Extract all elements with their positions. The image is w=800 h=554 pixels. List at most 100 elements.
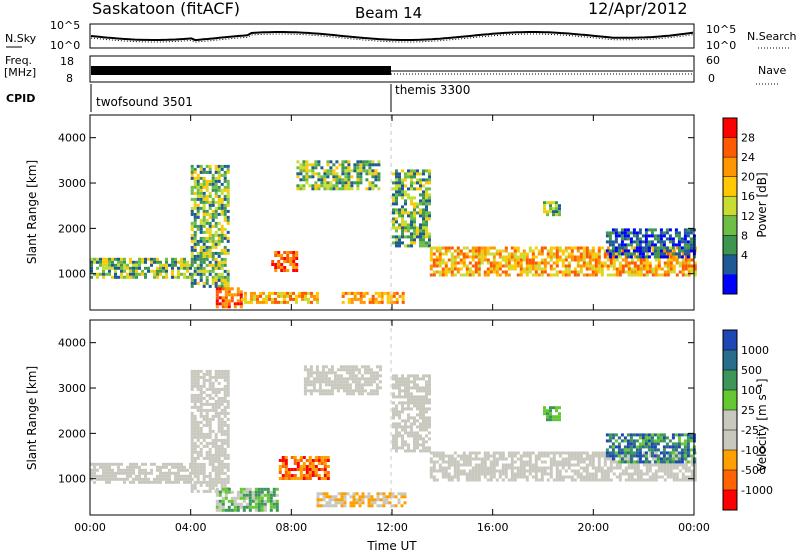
echo-cell (410, 202, 413, 206)
echo-cell (510, 252, 514, 256)
echo-cell (202, 248, 206, 252)
echo-cell (419, 226, 422, 230)
echo-cell (453, 273, 457, 277)
colorbar-swatch (723, 450, 737, 471)
echo-cell (217, 480, 221, 484)
echo-cell (489, 261, 493, 265)
nsearch-tick-high: 10^5 (706, 23, 736, 36)
echo-cell (404, 377, 407, 381)
echo-cell (208, 230, 212, 234)
echo-cell (226, 480, 230, 484)
echo-cell (317, 172, 321, 176)
echo-cell (432, 261, 436, 265)
echo-cell (214, 242, 218, 246)
echo-cell (129, 462, 132, 466)
echo-cell (159, 260, 162, 264)
echo-cell (561, 264, 565, 268)
echo-cell (410, 398, 413, 402)
echo-cell (567, 466, 571, 470)
echo-cell (444, 475, 448, 479)
echo-cell (401, 380, 404, 384)
echo-cell (404, 449, 407, 453)
echo-cell (371, 184, 375, 188)
echo-cell (576, 457, 580, 461)
echo-cell (227, 487, 231, 491)
echo-cell (108, 465, 111, 469)
echo-cell (687, 469, 691, 473)
echo-cell (656, 460, 660, 464)
echo-cell (308, 474, 312, 477)
echo-cell (257, 505, 261, 509)
echo-cell (555, 261, 559, 265)
echo-cell (190, 462, 194, 466)
echo-cell (419, 389, 422, 393)
echo-cell (339, 377, 343, 381)
echo-cell (226, 381, 230, 385)
echo-cell (226, 248, 230, 252)
echo-cell (269, 499, 273, 503)
echo-cell (573, 255, 577, 259)
echo-cell (220, 462, 224, 466)
echo-cell (165, 462, 168, 466)
echo-cell (138, 474, 141, 478)
echo-cell (450, 264, 454, 268)
echo-cell (665, 451, 669, 455)
echo-cell (645, 463, 649, 467)
echo-cell (320, 178, 324, 182)
echo-cell (117, 263, 120, 267)
echo-cell (555, 249, 559, 253)
echo-cell (435, 469, 439, 473)
echo-cell (647, 246, 651, 250)
echo-cell (370, 504, 374, 508)
echo-cell (636, 270, 640, 274)
echo-cell (404, 431, 407, 435)
echo-cell (126, 465, 129, 469)
echo-cell (662, 454, 666, 458)
echo-cell (220, 477, 224, 481)
echo-cell (534, 478, 538, 482)
echo-cell (600, 270, 604, 274)
echo-cell (513, 460, 517, 464)
echo-cell (450, 270, 454, 274)
echo-cell (299, 456, 303, 459)
echo-cell (309, 371, 313, 375)
echo-cell (555, 418, 558, 422)
echo-cell (519, 472, 523, 476)
echo-cell (675, 451, 679, 455)
echo-cell (576, 454, 580, 458)
echo-cell (299, 468, 303, 471)
echo-cell (205, 179, 209, 183)
echo-cell (677, 240, 681, 244)
echo-cell (623, 445, 627, 449)
echo-cell (367, 498, 371, 502)
echo-cell (236, 493, 240, 497)
echo-cell (226, 477, 230, 481)
echo-cell (368, 172, 372, 176)
echo-cell (632, 445, 636, 449)
echo-cell (129, 471, 132, 475)
echo-cell (582, 252, 586, 256)
echo-cell (645, 270, 649, 274)
echo-cell (672, 249, 676, 253)
echo-cell (561, 270, 565, 274)
echo-cell (190, 224, 194, 228)
echo-cell (211, 182, 215, 186)
echo-cell (665, 246, 669, 250)
echo-cell (324, 365, 328, 369)
echo-cell (495, 267, 499, 271)
echo-cell (561, 466, 565, 470)
echo-cell (606, 255, 610, 259)
echo-cell (407, 214, 410, 218)
echo-cell (223, 450, 227, 454)
echo-cell (570, 451, 574, 455)
echo-cell (90, 471, 93, 475)
echo-cell (468, 478, 472, 482)
echo-cell (680, 246, 684, 250)
echo-cell (486, 466, 490, 470)
echo-cell (368, 163, 372, 167)
echo-cell (617, 246, 621, 250)
echo-cell (624, 478, 628, 482)
echo-cell (522, 252, 526, 256)
echo-cell (211, 396, 215, 400)
echo-cell (315, 365, 319, 369)
